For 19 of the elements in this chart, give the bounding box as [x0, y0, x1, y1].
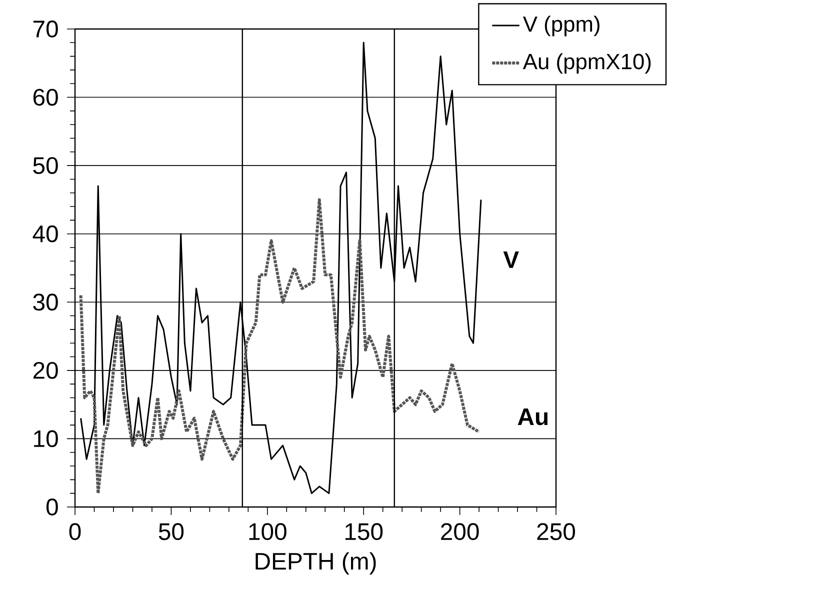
y-tick-label: 30	[33, 294, 58, 311]
y-tick-label: 70	[33, 20, 58, 38]
annotation: V	[503, 251, 519, 268]
x-tick-label: 250	[537, 523, 576, 540]
x-tick-label: 200	[441, 523, 479, 540]
legend-label: Au (ppmX10)	[522, 53, 651, 74]
y-tick-label: 60	[33, 88, 58, 106]
x-tick-label: 50	[158, 523, 184, 540]
x-tick-label: 100	[249, 523, 286, 540]
y-tick-label: 10	[34, 430, 58, 448]
y-tick-label: 0	[46, 498, 58, 516]
x-tick-label: 0	[69, 523, 81, 540]
x-axis-title: DEPTH (m)	[256, 552, 376, 574]
y-tick-label: 50	[33, 157, 58, 174]
annotation: Au	[518, 408, 548, 426]
legend-label: V (ppm)	[522, 16, 600, 36]
x-tick-label: 150	[345, 523, 383, 540]
y-tick-label: 20	[33, 362, 58, 379]
y-tick-label: 40	[32, 225, 58, 242]
